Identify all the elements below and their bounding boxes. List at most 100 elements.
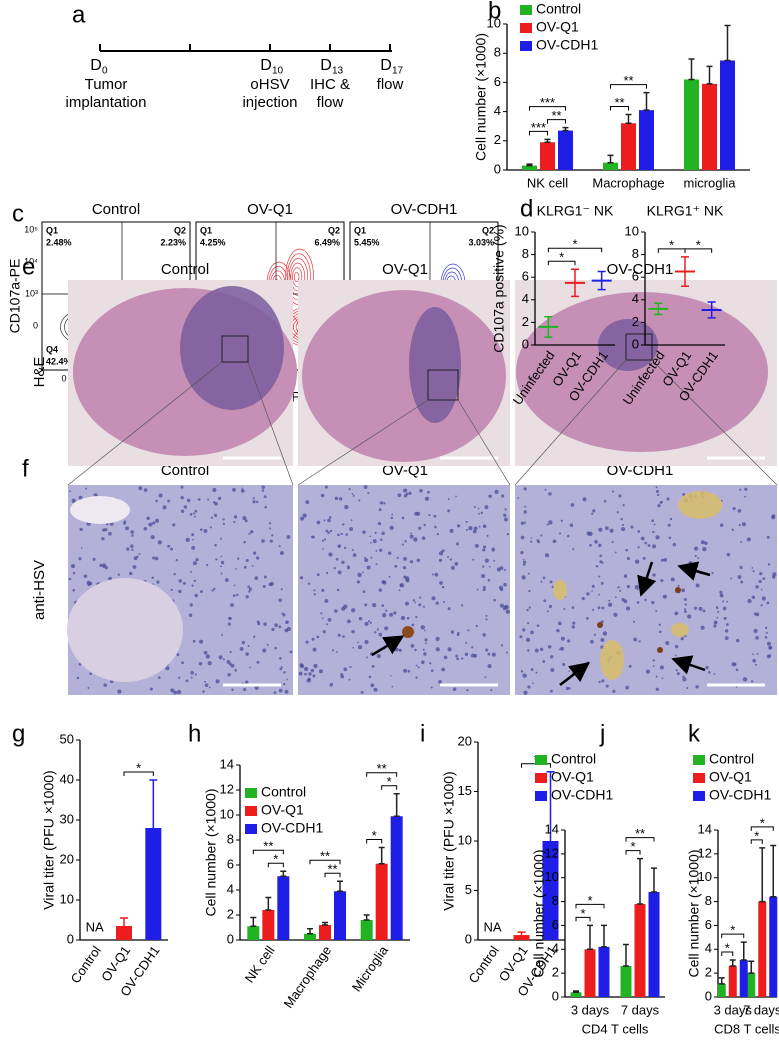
nucleus <box>244 680 249 685</box>
nucleus <box>625 548 629 552</box>
nucleus <box>245 595 249 599</box>
nucleus <box>523 521 526 524</box>
flow-y-tick: 10⁴ <box>24 256 38 266</box>
x-tick-label: Control <box>68 943 104 986</box>
nucleus <box>591 512 594 515</box>
nucleus <box>523 510 527 514</box>
nucleus <box>194 593 198 598</box>
nucleus <box>754 663 758 666</box>
bar <box>769 896 778 997</box>
nucleus <box>364 639 369 645</box>
tissue-gap <box>70 496 130 524</box>
bar <box>375 863 388 940</box>
nucleus <box>517 496 520 499</box>
nucleus <box>592 608 595 611</box>
y-tick-label: 4 <box>632 291 639 306</box>
nucleus <box>263 495 267 499</box>
significance-bracket <box>625 837 655 842</box>
nucleus <box>482 588 486 592</box>
nucleus <box>214 501 218 506</box>
nucleus <box>544 553 550 558</box>
nucleus <box>477 507 480 510</box>
image-title: OV-CDH1 <box>607 261 674 278</box>
significance-bracket <box>610 84 647 89</box>
nucleus <box>165 666 170 671</box>
nucleus <box>638 640 641 643</box>
nucleus <box>439 559 441 562</box>
hsv-stain <box>657 647 663 653</box>
nucleus <box>242 515 247 521</box>
nucleus <box>322 548 324 550</box>
nucleus <box>695 583 700 588</box>
nucleus <box>321 617 324 620</box>
nucleus <box>484 505 489 510</box>
nucleus <box>279 657 282 660</box>
y-tick-label: 10 <box>220 806 234 821</box>
nucleus <box>279 550 285 556</box>
nucleus <box>203 529 208 533</box>
inset-box <box>625 333 653 361</box>
brain-section <box>516 292 768 452</box>
nucleus <box>742 677 748 682</box>
nucleus <box>730 577 733 580</box>
bar <box>621 123 636 170</box>
nucleus <box>208 686 211 689</box>
nucleus <box>350 519 353 522</box>
nucleus <box>214 513 218 517</box>
nucleus <box>630 525 634 529</box>
nucleus <box>750 680 754 683</box>
nucleus <box>312 647 317 652</box>
nucleus <box>351 549 354 552</box>
nucleus <box>447 607 451 611</box>
nucleus <box>266 643 269 646</box>
nucleus <box>751 595 756 600</box>
nucleus <box>396 556 399 559</box>
significance-label: * <box>387 774 392 789</box>
error-bar <box>562 126 569 132</box>
nucleus <box>431 596 436 601</box>
nucleus <box>741 522 747 527</box>
nucleus <box>236 593 239 597</box>
nucleus <box>237 557 240 560</box>
nucleus <box>704 541 708 546</box>
nucleus <box>751 567 754 569</box>
nucleus <box>176 653 180 657</box>
nucleus <box>78 662 82 666</box>
error-bar <box>337 880 343 892</box>
nucleus <box>350 608 356 613</box>
event-label: IHC & <box>310 76 350 93</box>
nucleus <box>591 590 593 592</box>
nucleus <box>401 543 404 546</box>
nucleus <box>423 523 426 527</box>
y-axis-label: Viral titer (PFU ×1000) <box>441 771 457 910</box>
nucleus <box>335 651 338 654</box>
nucleus <box>548 520 553 525</box>
hsv-stain <box>678 491 722 519</box>
error-bar <box>307 928 313 935</box>
y-tick-label: 10 <box>698 869 712 884</box>
nucleus <box>731 528 734 531</box>
y-tick-label: 4 <box>705 941 712 956</box>
error-bar <box>546 770 555 912</box>
error-bar <box>149 779 158 877</box>
nucleus <box>632 620 636 623</box>
nucleus <box>693 546 699 551</box>
bar <box>522 165 537 170</box>
nucleus <box>248 532 251 535</box>
bar <box>145 828 162 940</box>
nucleus <box>410 532 413 535</box>
quadrant-value: 3.03% <box>468 237 494 247</box>
y-tick-label: 0 <box>552 988 559 1003</box>
nucleus <box>143 488 148 492</box>
nucleus <box>563 608 566 610</box>
nucleus <box>493 559 496 562</box>
nucleus <box>244 519 248 523</box>
nucleus <box>71 498 76 503</box>
nucleus <box>482 633 486 637</box>
nucleus <box>450 565 455 570</box>
legend-label: OV-CDH1 <box>709 787 771 803</box>
nucleus <box>383 502 386 505</box>
nucleus <box>433 514 437 518</box>
nucleus <box>394 647 399 652</box>
nucleus <box>494 489 499 494</box>
